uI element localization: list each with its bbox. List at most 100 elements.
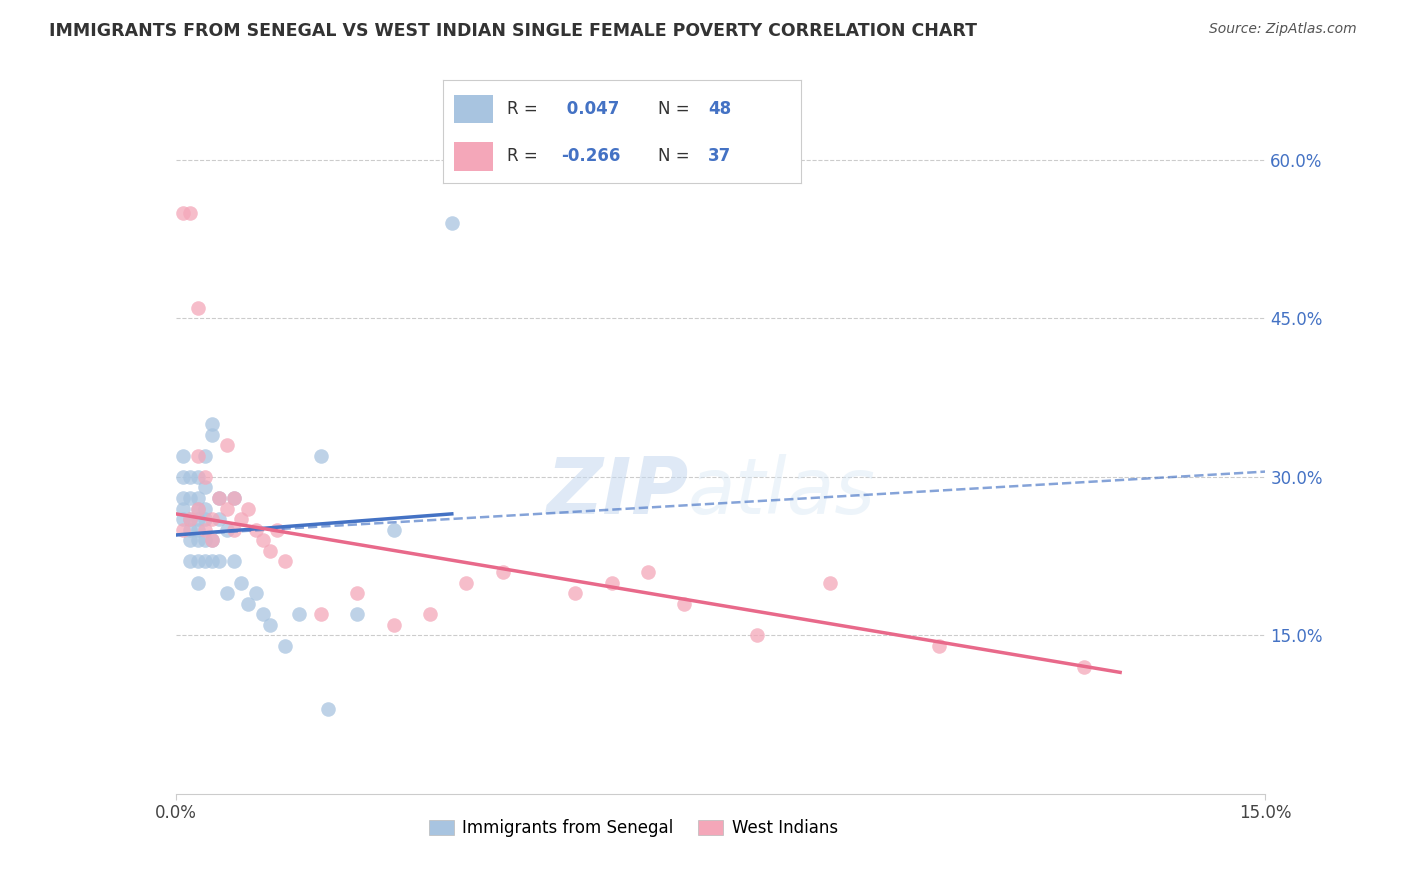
Point <box>201 533 224 548</box>
Point <box>1073 660 1095 674</box>
Point <box>309 607 332 622</box>
Point <box>637 565 659 579</box>
Point <box>201 417 224 431</box>
Point <box>245 523 267 537</box>
Point <box>172 449 194 463</box>
Point <box>194 480 217 494</box>
Point <box>194 523 217 537</box>
Point <box>179 470 201 484</box>
Point <box>231 575 253 590</box>
Point <box>673 597 696 611</box>
Point <box>186 301 209 315</box>
Text: 37: 37 <box>709 147 731 165</box>
Point <box>172 491 194 505</box>
Point <box>215 501 238 516</box>
Point <box>215 438 238 452</box>
Point <box>440 216 463 230</box>
Point <box>179 512 201 526</box>
Point <box>238 501 260 516</box>
Text: R =: R = <box>508 147 544 165</box>
Point <box>288 607 311 622</box>
Point <box>186 470 209 484</box>
Point <box>274 554 297 568</box>
Point <box>222 523 245 537</box>
Point <box>179 491 201 505</box>
Point <box>194 470 217 484</box>
Point <box>194 533 217 548</box>
Point <box>194 449 217 463</box>
Text: 0.047: 0.047 <box>561 100 620 118</box>
Point <box>346 586 368 600</box>
Point <box>186 575 209 590</box>
Point <box>208 491 231 505</box>
Point <box>201 554 224 568</box>
Point <box>194 501 217 516</box>
Point <box>208 554 231 568</box>
Point <box>215 523 238 537</box>
Point <box>215 586 238 600</box>
Point <box>928 639 950 653</box>
Point <box>266 523 288 537</box>
Legend: Immigrants from Senegal, West Indians: Immigrants from Senegal, West Indians <box>422 813 845 844</box>
Point <box>238 597 260 611</box>
Point <box>318 702 340 716</box>
Point <box>382 617 405 632</box>
Point <box>208 491 231 505</box>
Text: Source: ZipAtlas.com: Source: ZipAtlas.com <box>1209 22 1357 37</box>
Point <box>179 533 201 548</box>
Point <box>564 586 586 600</box>
Point <box>346 607 368 622</box>
Point <box>186 491 209 505</box>
Text: R =: R = <box>508 100 544 118</box>
Text: N =: N = <box>658 147 695 165</box>
Point <box>172 512 194 526</box>
Point <box>309 449 332 463</box>
Point <box>252 533 274 548</box>
Point <box>252 607 274 622</box>
Point <box>201 533 224 548</box>
Point <box>259 617 281 632</box>
Point <box>194 512 217 526</box>
Point <box>201 512 224 526</box>
Point <box>172 470 194 484</box>
Point <box>419 607 441 622</box>
Point <box>231 512 253 526</box>
Text: ZIP: ZIP <box>546 454 688 530</box>
Text: atlas: atlas <box>688 454 876 530</box>
Point <box>456 575 478 590</box>
Point <box>186 523 209 537</box>
Point <box>172 523 194 537</box>
Point <box>186 554 209 568</box>
Point <box>172 205 194 219</box>
Point <box>194 554 217 568</box>
Point <box>201 427 224 442</box>
Text: IMMIGRANTS FROM SENEGAL VS WEST INDIAN SINGLE FEMALE POVERTY CORRELATION CHART: IMMIGRANTS FROM SENEGAL VS WEST INDIAN S… <box>49 22 977 40</box>
Point <box>186 512 209 526</box>
Point <box>222 491 245 505</box>
Point <box>245 586 267 600</box>
Point <box>179 205 201 219</box>
FancyBboxPatch shape <box>454 95 494 123</box>
Point <box>382 523 405 537</box>
Point <box>259 544 281 558</box>
Point <box>186 501 209 516</box>
Point <box>208 512 231 526</box>
Point <box>492 565 515 579</box>
Point <box>179 512 201 526</box>
Point <box>222 554 245 568</box>
Text: N =: N = <box>658 100 695 118</box>
Point <box>186 533 209 548</box>
Point <box>274 639 297 653</box>
Point <box>222 491 245 505</box>
Point <box>186 501 209 516</box>
Text: -0.266: -0.266 <box>561 147 620 165</box>
Point <box>179 554 201 568</box>
Point <box>172 501 194 516</box>
Point <box>179 523 201 537</box>
Point <box>600 575 623 590</box>
Point <box>818 575 841 590</box>
Text: 48: 48 <box>709 100 731 118</box>
FancyBboxPatch shape <box>454 142 494 170</box>
Point <box>745 628 768 642</box>
Point <box>186 449 209 463</box>
